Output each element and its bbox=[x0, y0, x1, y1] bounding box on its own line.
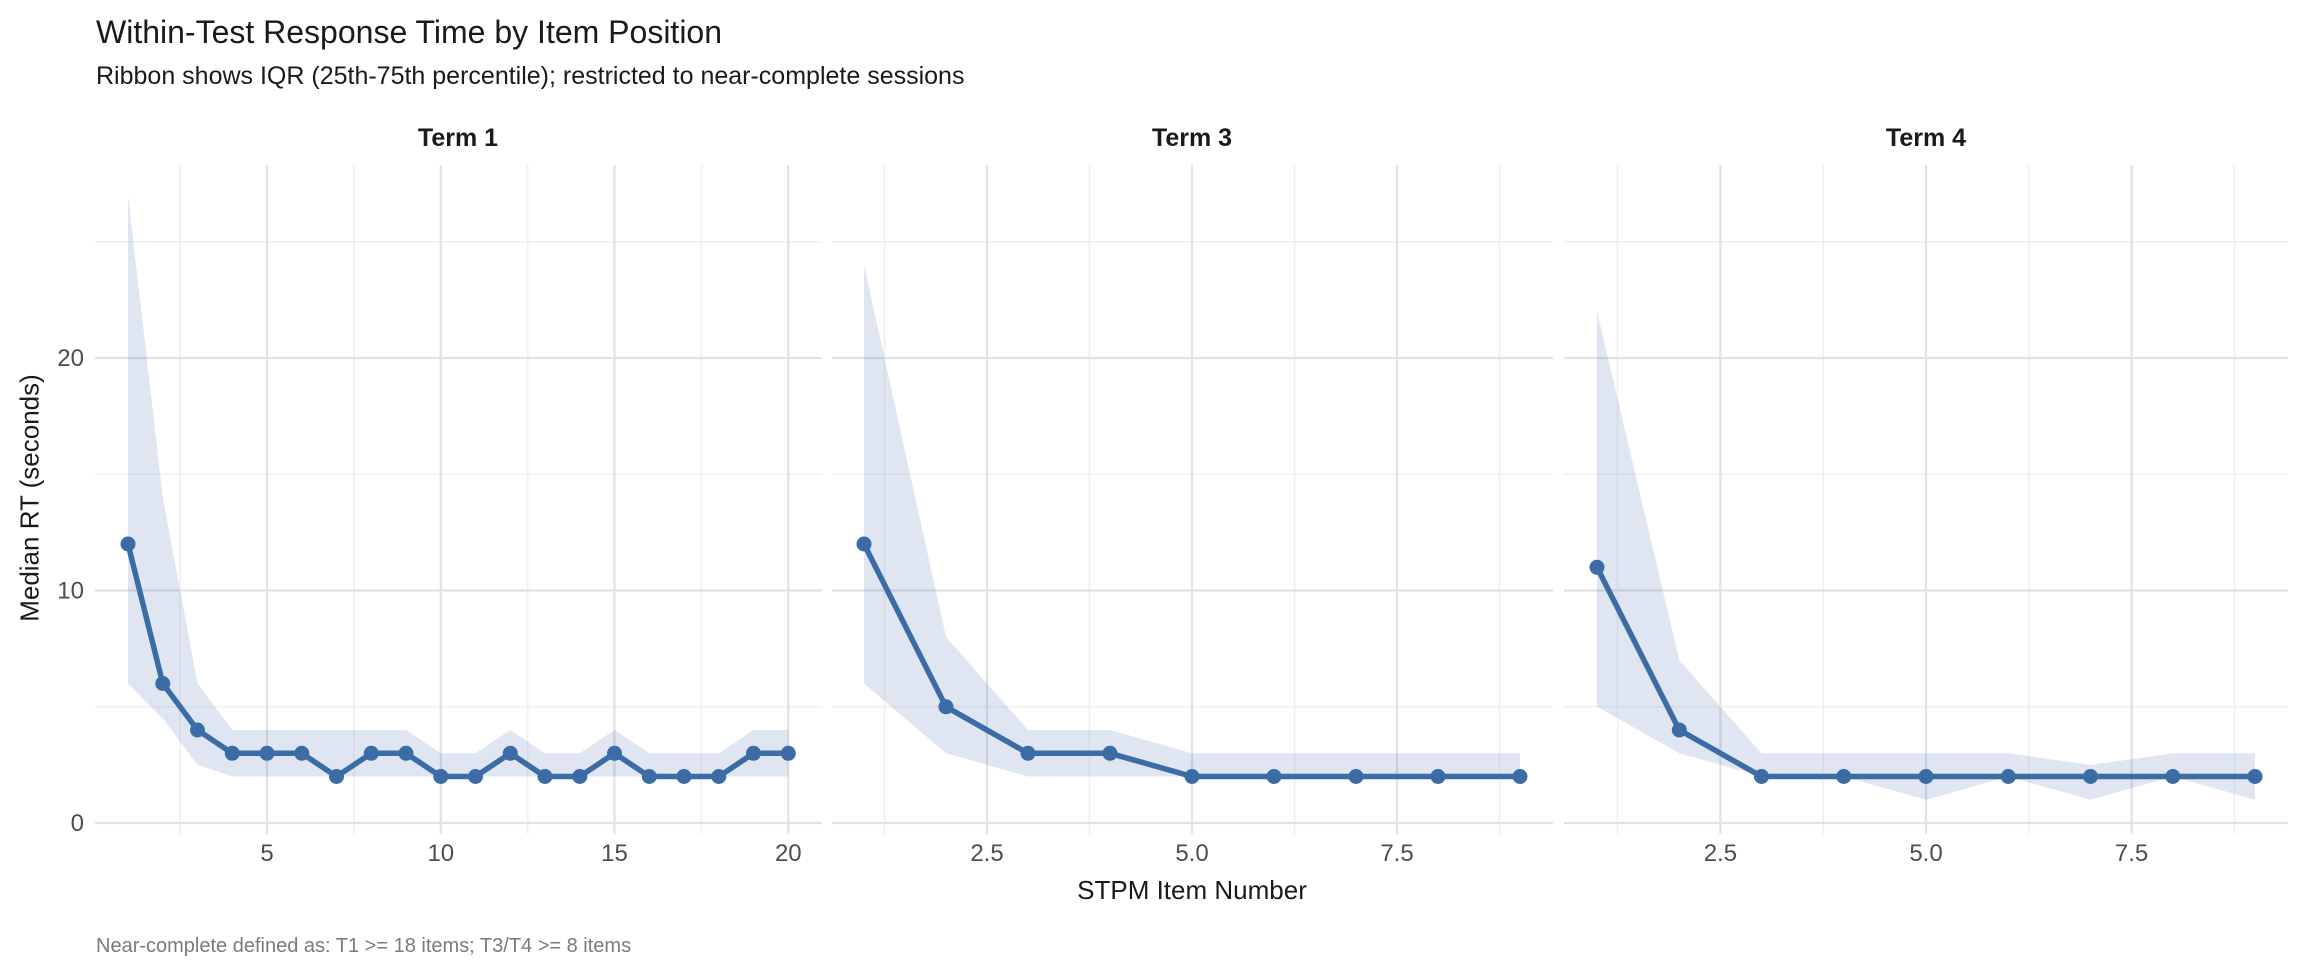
y-tick-label: 0 bbox=[71, 810, 84, 837]
data-point bbox=[711, 769, 727, 784]
data-point bbox=[607, 745, 622, 761]
data-point bbox=[190, 722, 205, 738]
y-tick-label: 20 bbox=[57, 345, 84, 372]
data-point bbox=[1266, 769, 1282, 784]
data-point bbox=[572, 769, 588, 784]
x-tick-label: 7.5 bbox=[2115, 840, 2148, 867]
data-point bbox=[2000, 769, 2016, 784]
data-point bbox=[2083, 769, 2098, 784]
data-point bbox=[1102, 745, 1118, 761]
x-tick-label: 2.5 bbox=[1704, 840, 1737, 867]
data-point bbox=[1754, 769, 1769, 784]
data-point bbox=[224, 745, 240, 761]
data-point bbox=[433, 769, 449, 784]
facet-strip-term-3: Term 3 bbox=[1151, 124, 1233, 152]
iqr-ribbon bbox=[864, 265, 1520, 777]
data-point bbox=[155, 676, 171, 691]
data-point bbox=[329, 769, 344, 784]
data-point bbox=[1348, 769, 1364, 784]
data-point bbox=[856, 536, 872, 552]
x-tick-label: 5.0 bbox=[1175, 840, 1208, 867]
data-point bbox=[537, 769, 553, 784]
y-tick-label: 10 bbox=[57, 578, 84, 605]
panel-term-3: 2.5 5.0 7.5 bbox=[832, 165, 1553, 867]
x-tick-label: 15 bbox=[601, 840, 628, 867]
data-point bbox=[746, 745, 761, 761]
panel-term-1: 5 10 15 20 bbox=[95, 165, 822, 867]
data-point bbox=[780, 745, 796, 761]
data-point bbox=[363, 745, 379, 761]
x-tick-label: 20 bbox=[775, 840, 802, 867]
chart-title: Within-Test Response Time by Item Positi… bbox=[96, 14, 723, 50]
chart-caption: Near-complete defined as: T1 >= 18 items… bbox=[96, 935, 632, 957]
data-point bbox=[1020, 745, 1036, 761]
data-point bbox=[259, 745, 275, 761]
data-point bbox=[502, 745, 518, 761]
x-tick-label: 2.5 bbox=[970, 840, 1003, 867]
x-axis-title: STPM Item Number bbox=[1077, 875, 1307, 905]
data-point bbox=[938, 699, 954, 715]
facet-strip-term-1: Term 1 bbox=[417, 124, 499, 152]
chart-subtitle: Ribbon shows IQR (25th-75th percentile);… bbox=[96, 62, 965, 90]
panel-term-4: 2.5 5.0 7.5 bbox=[1564, 165, 2288, 867]
data-point bbox=[1430, 769, 1446, 784]
data-point bbox=[2247, 769, 2263, 784]
data-point bbox=[1671, 722, 1687, 738]
data-point bbox=[1512, 769, 1528, 784]
facet-strip-term-4: Term 4 bbox=[1885, 124, 1967, 152]
x-tick-label: 5.0 bbox=[1909, 840, 1942, 867]
iqr-ribbon bbox=[128, 195, 789, 777]
x-tick-label: 5 bbox=[260, 840, 273, 867]
x-tick-label: 10 bbox=[427, 840, 454, 867]
data-point bbox=[468, 769, 483, 784]
x-tick-label: 7.5 bbox=[1380, 840, 1413, 867]
y-axis-title: Median RT (seconds) bbox=[14, 374, 45, 622]
data-point bbox=[1184, 769, 1200, 784]
data-point bbox=[676, 769, 692, 784]
data-point bbox=[120, 536, 136, 552]
data-point bbox=[294, 745, 310, 761]
data-point bbox=[1918, 769, 1934, 784]
data-point bbox=[1589, 559, 1605, 575]
data-point bbox=[2165, 769, 2181, 784]
data-point bbox=[641, 769, 657, 784]
data-point bbox=[1836, 769, 1852, 784]
data-point bbox=[398, 745, 414, 761]
